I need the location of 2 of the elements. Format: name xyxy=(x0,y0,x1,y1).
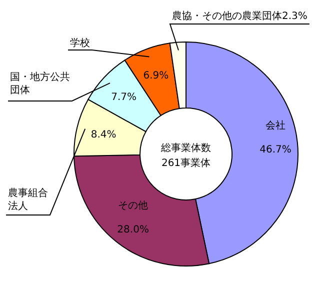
annotation: 261事業体 xyxy=(161,158,211,169)
annotation: 総事業体数 xyxy=(161,143,211,154)
